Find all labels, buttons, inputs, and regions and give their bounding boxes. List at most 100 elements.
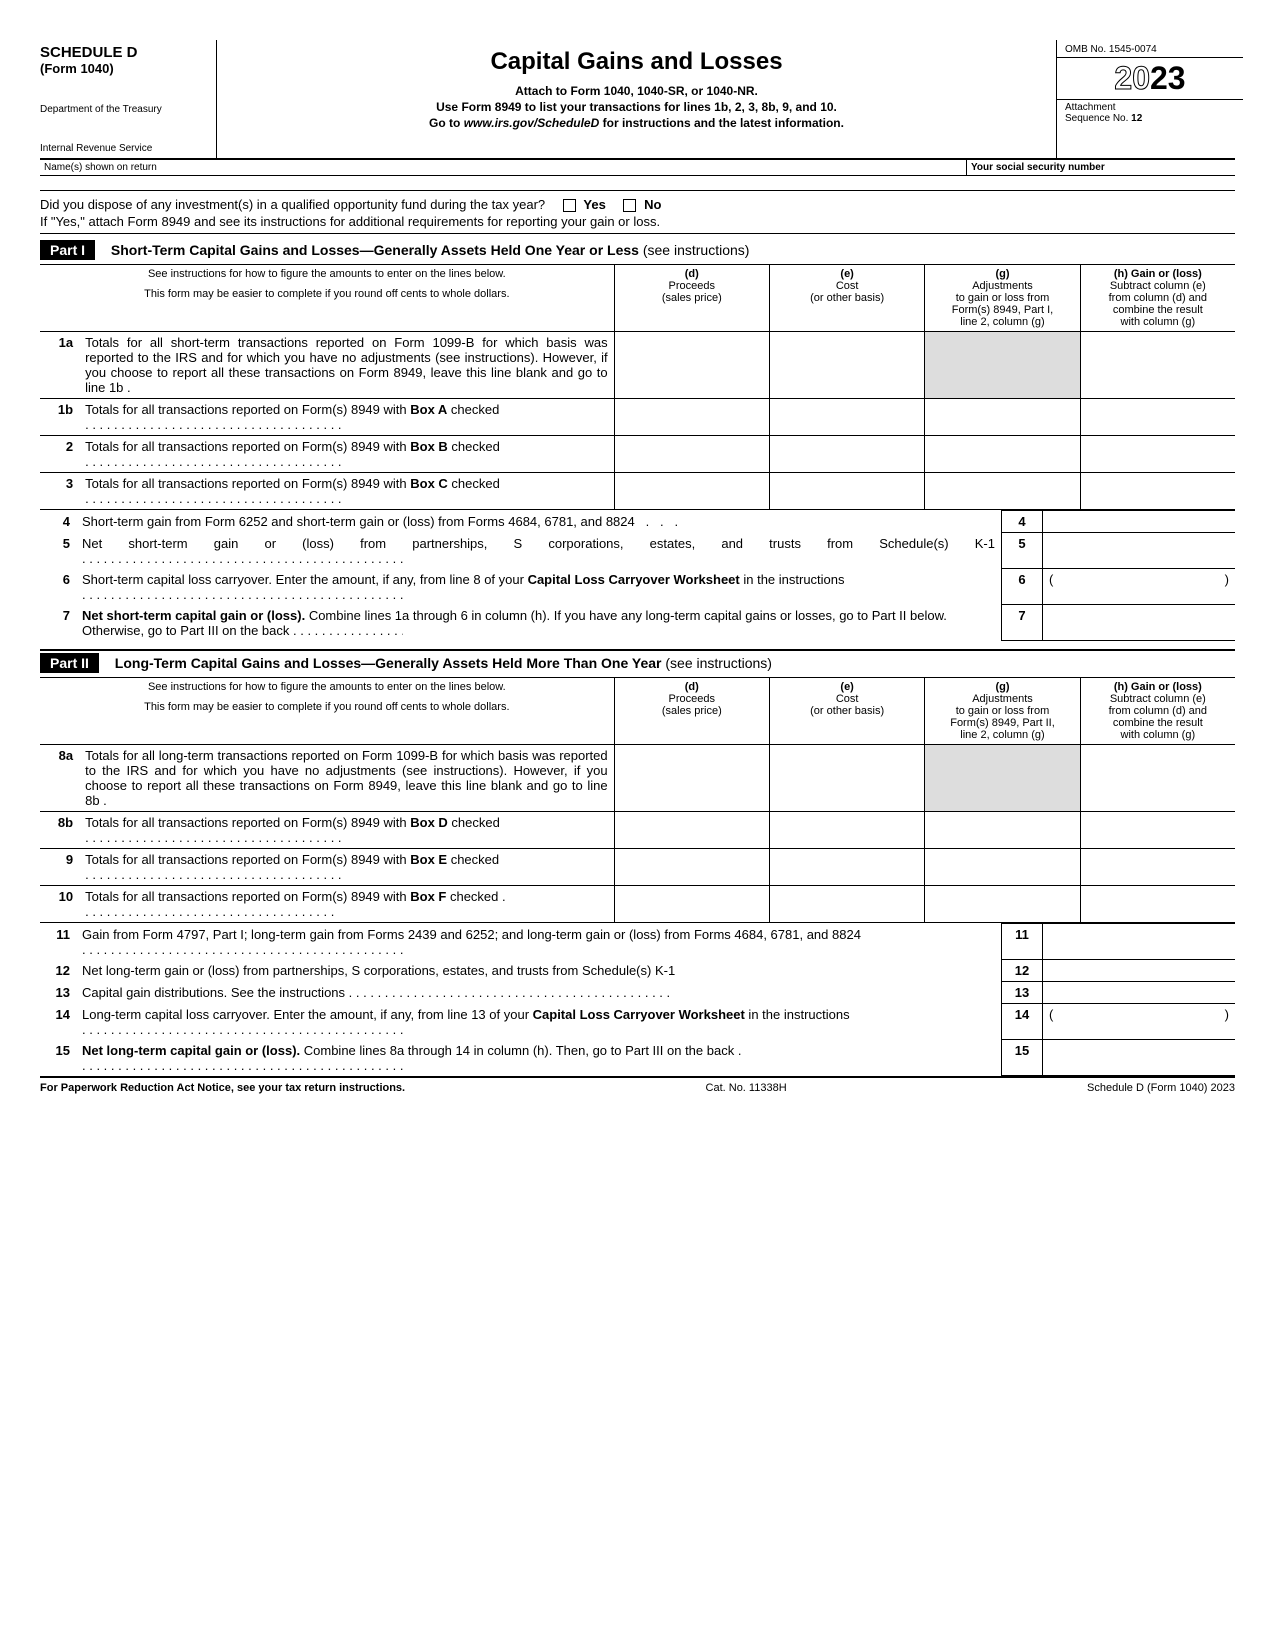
line-9-d[interactable] xyxy=(614,849,769,886)
line-12-num: 12 xyxy=(40,960,76,982)
line-10-h[interactable] xyxy=(1080,886,1235,923)
part2-title: Long-Term Capital Gains and Losses—Gener… xyxy=(115,655,662,671)
line-2-g[interactable] xyxy=(925,436,1080,473)
line-8b: 8b Totals for all transactions reported … xyxy=(40,812,1235,849)
footer-left: For Paperwork Reduction Act Notice, see … xyxy=(40,1082,405,1094)
line-12-box: 12 xyxy=(1002,960,1043,982)
line-15-num: 15 xyxy=(40,1040,76,1076)
line-4-desc: Short-term gain from Form 6252 and short… xyxy=(76,511,1002,533)
part2-header: Part II Long-Term Capital Gains and Loss… xyxy=(40,649,1235,671)
form-header: SCHEDULE D (Form 1040) Department of the… xyxy=(40,40,1235,160)
line-15-amt[interactable] xyxy=(1043,1040,1236,1076)
line-5: 5 Net short-term gain or (loss) from par… xyxy=(40,533,1235,569)
line-1a-h[interactable] xyxy=(1080,332,1235,399)
part2-see: (see instructions) xyxy=(665,655,772,671)
line-8b-g[interactable] xyxy=(925,812,1080,849)
line-2-e[interactable] xyxy=(769,436,924,473)
line-6-amt[interactable] xyxy=(1043,569,1236,605)
line-8a-h[interactable] xyxy=(1080,745,1235,812)
line-7-amt[interactable] xyxy=(1043,605,1236,641)
line-9-g[interactable] xyxy=(925,849,1080,886)
line-10-d[interactable] xyxy=(614,886,769,923)
line-1b-d[interactable] xyxy=(614,399,769,436)
header-sub3: Go to www.irs.gov/ScheduleD for instruct… xyxy=(227,116,1046,130)
line-5-amt[interactable] xyxy=(1043,533,1236,569)
line-3-d[interactable] xyxy=(614,473,769,510)
line-14-num: 14 xyxy=(40,1004,76,1040)
line-9-h[interactable] xyxy=(1080,849,1235,886)
col-d-2: (d)Proceeds(sales price) xyxy=(614,678,769,745)
line-11-num: 11 xyxy=(40,924,76,960)
line-12-desc: Net long-term gain or (loss) from partne… xyxy=(76,960,1002,982)
line-14-box: 14 xyxy=(1002,1004,1043,1040)
col-e-2: (e)Cost(or other basis) xyxy=(769,678,924,745)
line-1b-e[interactable] xyxy=(769,399,924,436)
line-10: 10 Totals for all transactions reported … xyxy=(40,886,1235,923)
line-4-box: 4 xyxy=(1002,511,1043,533)
line-9-e[interactable] xyxy=(769,849,924,886)
line-2-desc: Totals for all transactions reported on … xyxy=(79,436,614,473)
line-6-box: 6 xyxy=(1002,569,1043,605)
line-3-g[interactable] xyxy=(925,473,1080,510)
line-8b-e[interactable] xyxy=(769,812,924,849)
line-13-box: 13 xyxy=(1002,982,1043,1004)
line-3-e[interactable] xyxy=(769,473,924,510)
line-6-desc: Short-term capital loss carryover. Enter… xyxy=(76,569,1002,605)
line-11-box: 11 xyxy=(1002,924,1043,960)
line-11-amt[interactable] xyxy=(1043,924,1236,960)
line-1a-g-shaded xyxy=(925,332,1080,399)
line-3: 3 Totals for all transactions reported o… xyxy=(40,473,1235,510)
line-8a-num: 8a xyxy=(40,745,79,812)
line-4-amt[interactable] xyxy=(1043,511,1236,533)
name-field-label[interactable]: Name(s) shown on return xyxy=(40,160,966,175)
omb-number: OMB No. 1545-0074 xyxy=(1065,44,1235,55)
qof-yes-label: Yes xyxy=(583,197,605,212)
line-14-amt[interactable] xyxy=(1043,1004,1236,1040)
header-center: Capital Gains and Losses Attach to Form … xyxy=(217,40,1056,158)
ssn-field-label[interactable]: Your social security number xyxy=(966,160,1235,175)
line-10-g[interactable] xyxy=(925,886,1080,923)
qof-yes-checkbox[interactable] xyxy=(563,199,576,212)
line-12-amt[interactable] xyxy=(1043,960,1236,982)
line-15: 15 Net long-term capital gain or (loss).… xyxy=(40,1040,1235,1076)
form-title: Capital Gains and Losses xyxy=(227,48,1046,76)
line-1b-g[interactable] xyxy=(925,399,1080,436)
part1-label: Part I xyxy=(40,240,95,260)
line-8b-d[interactable] xyxy=(614,812,769,849)
line-7: 7 Net short-term capital gain or (loss).… xyxy=(40,605,1235,641)
line-1b-h[interactable] xyxy=(1080,399,1235,436)
line-2: 2 Totals for all transactions reported o… xyxy=(40,436,1235,473)
footer-right: Schedule D (Form 1040) 2023 xyxy=(1087,1082,1235,1094)
line-8b-h[interactable] xyxy=(1080,812,1235,849)
line-5-desc: Net short-term gain or (loss) from partn… xyxy=(76,533,1002,569)
qof-no-checkbox[interactable] xyxy=(623,199,636,212)
schedule-d-form: SCHEDULE D (Form 1040) Department of the… xyxy=(40,40,1235,1094)
line-8a-e[interactable] xyxy=(769,745,924,812)
line-2-h[interactable] xyxy=(1080,436,1235,473)
line-5-num: 5 xyxy=(40,533,76,569)
col-instructions: See instructions for how to figure the a… xyxy=(40,265,614,332)
attachment-label: Attachment Sequence No. 12 xyxy=(1065,102,1235,124)
part1-see: (see instructions) xyxy=(643,242,750,258)
line-13-amt[interactable] xyxy=(1043,982,1236,1004)
col-h-2: (h) Gain or (loss)Subtract column (e)fro… xyxy=(1080,678,1235,745)
line-9: 9 Totals for all transactions reported o… xyxy=(40,849,1235,886)
line-3-desc: Totals for all transactions reported on … xyxy=(79,473,614,510)
line-15-desc: Net long-term capital gain or (loss). Co… xyxy=(76,1040,1002,1076)
part1-title: Short-Term Capital Gains and Losses—Gene… xyxy=(111,242,639,258)
line-14: 14 Long-term capital loss carryover. Ent… xyxy=(40,1004,1235,1040)
line-10-num: 10 xyxy=(40,886,79,923)
line-7-desc: Net short-term capital gain or (loss). C… xyxy=(76,605,1002,641)
line-1a-d[interactable] xyxy=(614,332,769,399)
line-1a: 1a Totals for all short-term transaction… xyxy=(40,332,1235,399)
line-10-e[interactable] xyxy=(769,886,924,923)
line-13: 13 Capital gain distributions. See the i… xyxy=(40,982,1235,1004)
line-3-h[interactable] xyxy=(1080,473,1235,510)
line-2-d[interactable] xyxy=(614,436,769,473)
line-13-num: 13 xyxy=(40,982,76,1004)
line-6-num: 6 xyxy=(40,569,76,605)
header-right: OMB No. 1545-0074 2023 Attachment Sequen… xyxy=(1056,40,1235,158)
line-8a-d[interactable] xyxy=(614,745,769,812)
tax-year: 2023 xyxy=(1065,60,1235,97)
line-1a-e[interactable] xyxy=(769,332,924,399)
